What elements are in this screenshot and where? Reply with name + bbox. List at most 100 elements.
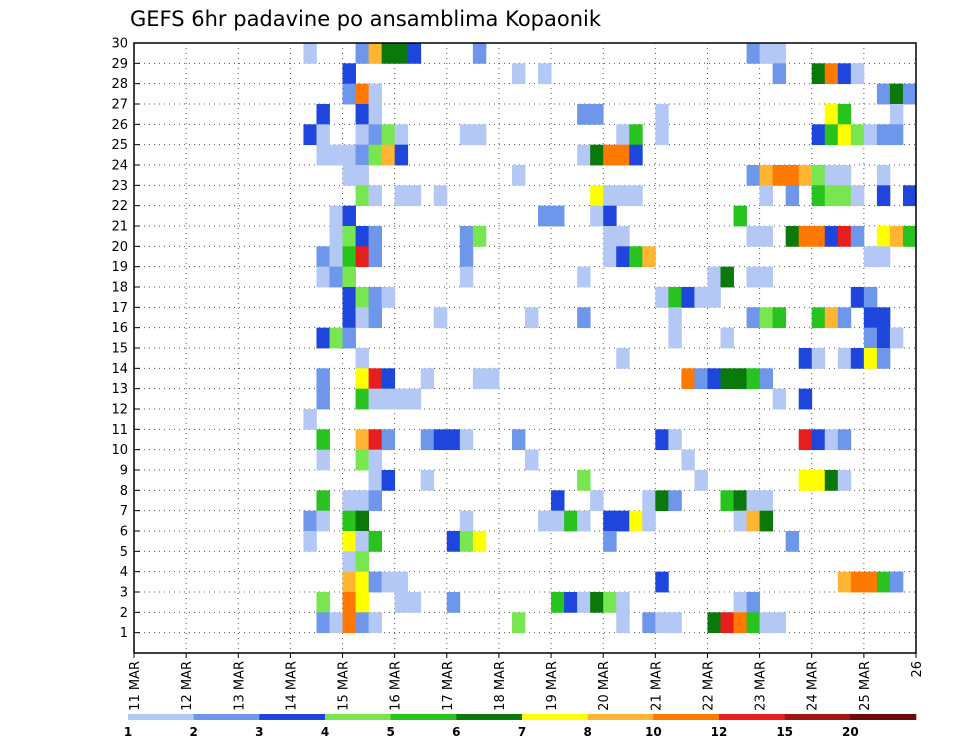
precip-cell <box>720 490 734 512</box>
precip-cell <box>837 63 852 85</box>
precip-cell <box>316 144 330 166</box>
precip-cell <box>446 592 461 613</box>
precip-cell <box>342 307 356 329</box>
precip-cell <box>720 368 734 390</box>
precip-cell <box>525 307 539 329</box>
precip-cell <box>642 246 656 268</box>
precip-cell <box>355 551 369 573</box>
precip-cell <box>355 144 369 166</box>
precip-cell <box>655 287 669 308</box>
precip-cell <box>329 266 343 288</box>
precip-cell <box>420 368 435 390</box>
y-tick-label: 1 <box>120 626 128 641</box>
precip-cell <box>355 287 369 308</box>
precip-cell <box>772 63 787 85</box>
y-tick-label: 24 <box>111 159 128 174</box>
x-tick-label: 22 MAR <box>701 661 716 711</box>
precip-cell <box>368 368 383 390</box>
precip-cell <box>772 388 787 410</box>
precip-cell <box>837 226 852 247</box>
precip-cell <box>368 104 383 125</box>
precip-cell <box>590 185 604 207</box>
precip-cell <box>759 490 774 512</box>
precip-cell <box>368 307 383 329</box>
precip-cell <box>342 510 356 532</box>
precip-cell <box>824 429 839 451</box>
precip-cell <box>394 43 409 64</box>
precip-cell <box>642 510 656 532</box>
precip-cell <box>837 104 852 125</box>
precip-cell <box>355 429 369 451</box>
colorbar-segment <box>587 714 654 720</box>
precip-cell <box>342 266 356 288</box>
precip-cell <box>459 124 474 146</box>
precip-cell <box>616 592 630 613</box>
precip-cell <box>551 490 565 512</box>
precip-cell <box>850 287 865 308</box>
precip-cell <box>394 388 409 410</box>
y-axis-ticks: 1234567891011121314151617181920212223242… <box>111 37 140 641</box>
precip-cell <box>746 510 760 532</box>
precip-cell <box>316 490 330 512</box>
colorbar-legend: 1 2 3 4 5 6 7 8 10 12 15 20 <box>124 714 917 739</box>
precip-cell <box>538 510 552 532</box>
precip-cell <box>381 388 396 410</box>
y-tick-label: 7 <box>120 504 128 519</box>
y-tick-label: 18 <box>111 281 128 296</box>
precip-cell <box>889 327 904 349</box>
precip-cell <box>316 388 330 410</box>
precip-cell <box>616 185 630 207</box>
colorbar-segment <box>128 714 194 720</box>
precip-cell <box>407 388 422 410</box>
precip-cell <box>459 226 474 247</box>
precip-cell <box>876 307 891 329</box>
precip-cell <box>511 612 526 634</box>
precip-cell <box>355 124 369 146</box>
x-tick-label: 11 MAR <box>128 661 143 711</box>
precip-cell <box>590 104 604 125</box>
precip-cell <box>459 266 474 288</box>
precip-cell <box>472 43 487 64</box>
y-tick-label: 10 <box>111 443 128 458</box>
precip-cell <box>772 612 787 634</box>
precip-cell <box>603 510 617 532</box>
y-tick-label: 16 <box>111 321 128 336</box>
precip-cell <box>590 490 604 512</box>
precip-cell <box>616 612 630 634</box>
y-tick-label: 20 <box>111 240 128 255</box>
precip-cell <box>316 510 330 532</box>
colorbar-segment <box>850 714 917 720</box>
precip-cell <box>342 592 356 613</box>
precip-cell <box>746 368 760 390</box>
precip-cell <box>511 63 526 85</box>
precip-cell <box>824 185 839 207</box>
precip-cell <box>381 571 396 593</box>
precip-cell <box>616 144 630 166</box>
precip-cell <box>759 43 774 64</box>
precip-cell <box>759 307 774 329</box>
precip-cell <box>746 266 760 288</box>
precip-cell <box>655 571 669 593</box>
colorbar-label: 15 <box>776 725 793 739</box>
y-tick-label: 9 <box>120 464 128 479</box>
x-axis-ticks: 11 MAR 12 MAR 13 MAR 14 MAR 15 MAR 16 MAR 17 M… <box>128 653 925 711</box>
x-tick-label: 20 MAR <box>597 661 612 711</box>
precip-cell <box>811 307 826 329</box>
precip-cell <box>525 449 539 471</box>
precip-cell <box>811 63 826 85</box>
precip-cell <box>694 470 708 491</box>
precip-cell <box>551 592 565 613</box>
precip-cell <box>368 429 383 451</box>
precip-cell <box>733 490 747 512</box>
precip-cell <box>876 165 891 186</box>
precip-cell <box>381 287 396 308</box>
precip-cell <box>433 429 448 451</box>
precip-cell <box>472 531 487 552</box>
y-tick-label: 22 <box>111 199 128 214</box>
precip-cell <box>811 165 826 186</box>
precip-cell <box>329 612 343 634</box>
y-tick-label: 13 <box>111 382 128 397</box>
x-tick-label: 23 MAR <box>754 661 769 711</box>
precip-cell <box>368 246 383 268</box>
precip-cell <box>798 429 813 451</box>
